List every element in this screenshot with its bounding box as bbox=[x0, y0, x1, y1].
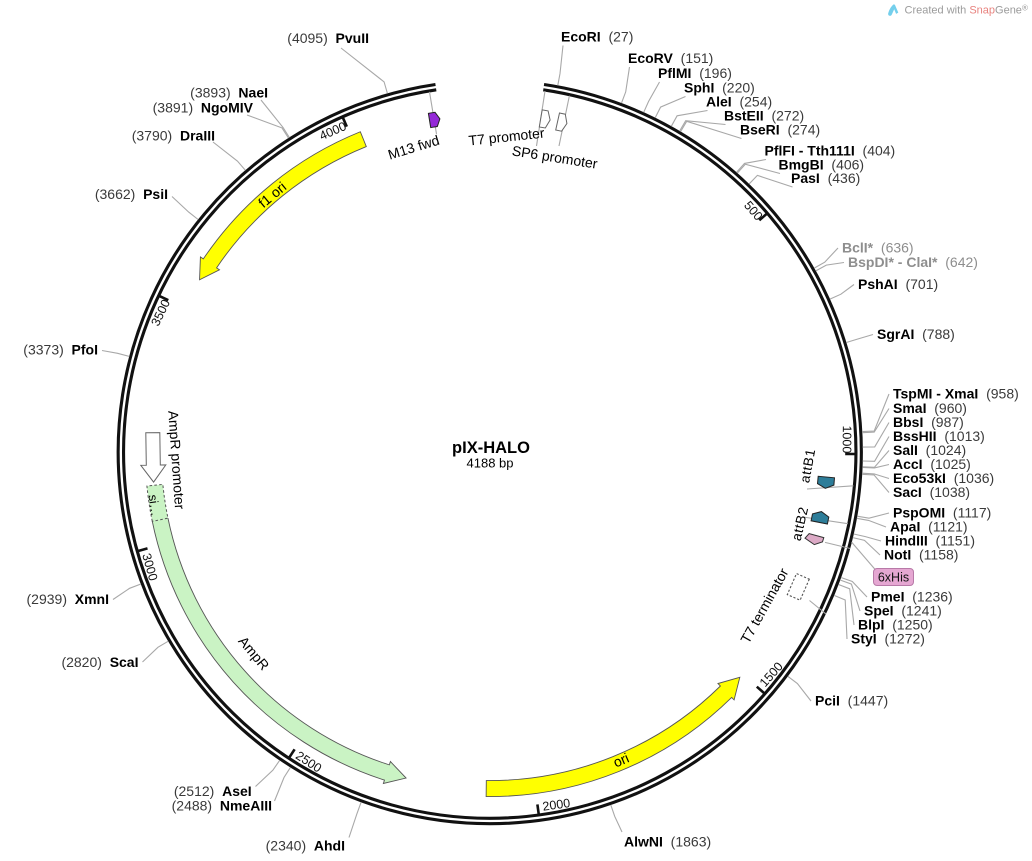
svg-text:PasI (436): PasI (436) bbox=[791, 170, 860, 186]
svg-text:PflMI (196): PflMI (196) bbox=[658, 65, 732, 81]
svg-text:4188 bp: 4188 bp bbox=[467, 456, 514, 471]
svg-text:Created with SnapGene®: Created with SnapGene® bbox=[905, 4, 1028, 17]
svg-text:AlwNI (1863): AlwNI (1863) bbox=[624, 833, 711, 849]
svg-text:1000: 1000 bbox=[840, 425, 854, 453]
svg-text:6xHis: 6xHis bbox=[878, 571, 909, 585]
svg-text:(3893) NaeI: (3893) NaeI bbox=[190, 84, 268, 100]
svg-text:AmpR promoter: AmpR promoter bbox=[165, 410, 188, 510]
svg-text:si…: si… bbox=[146, 494, 163, 517]
svg-text:(2512) AseI: (2512) AseI bbox=[174, 783, 252, 799]
svg-text:PshAI (701): PshAI (701) bbox=[858, 276, 938, 292]
svg-text:TspMI - XmaI (958): TspMI - XmaI (958) bbox=[893, 386, 1019, 402]
svg-text:Eco53kI (1036): Eco53kI (1036) bbox=[893, 470, 994, 486]
svg-text:(2820) ScaI: (2820) ScaI bbox=[61, 654, 138, 670]
svg-text:attB1: attB1 bbox=[797, 447, 818, 484]
svg-text:3500: 3500 bbox=[148, 297, 173, 328]
svg-text:SgrAI (788): SgrAI (788) bbox=[877, 326, 955, 342]
svg-text:EcoRI (27): EcoRI (27) bbox=[561, 29, 633, 45]
svg-text:(3891) NgoMIV: (3891) NgoMIV bbox=[153, 100, 254, 116]
svg-text:HindIII (1151): HindIII (1151) bbox=[885, 533, 975, 549]
svg-text:AccI (1025): AccI (1025) bbox=[893, 456, 971, 472]
svg-text:SphI (220): SphI (220) bbox=[684, 80, 755, 96]
svg-text:BlpI (1250): BlpI (1250) bbox=[858, 617, 933, 633]
svg-text:BbsI (987): BbsI (987) bbox=[893, 414, 964, 430]
svg-text:ori: ori bbox=[611, 750, 632, 771]
svg-text:PspOMI (1117): PspOMI (1117) bbox=[893, 505, 991, 521]
svg-text:(2939) XmnI: (2939) XmnI bbox=[27, 591, 109, 607]
svg-text:PflFI - Tth111I (404): PflFI - Tth111I (404) bbox=[765, 143, 896, 159]
svg-text:SP6 promoter: SP6 promoter bbox=[511, 142, 599, 171]
svg-text:BstEII (272): BstEII (272) bbox=[724, 108, 804, 124]
svg-text:SalI (1024): SalI (1024) bbox=[893, 442, 966, 458]
svg-text:T7 terminator: T7 terminator bbox=[737, 565, 792, 646]
svg-text:SmaI (960): SmaI (960) bbox=[893, 400, 967, 416]
svg-text:BspDI* - ClaI* (642): BspDI* - ClaI* (642) bbox=[848, 254, 978, 270]
svg-text:StyI (1272): StyI (1272) bbox=[851, 631, 925, 647]
svg-text:AleI (254): AleI (254) bbox=[706, 94, 772, 110]
svg-text:(3373) PfoI: (3373) PfoI bbox=[23, 342, 98, 358]
svg-text:(2488) NmeAIII: (2488) NmeAIII bbox=[172, 798, 272, 814]
svg-text:pIX-HALO: pIX-HALO bbox=[452, 439, 530, 457]
svg-text:T7 promoter: T7 promoter bbox=[468, 125, 546, 149]
svg-text:M13 fwd: M13 fwd bbox=[386, 132, 441, 163]
svg-text:PciI (1447): PciI (1447) bbox=[815, 693, 888, 709]
svg-text:BseRI (274): BseRI (274) bbox=[740, 122, 820, 138]
svg-text:2000: 2000 bbox=[542, 796, 571, 814]
svg-text:(3790) DraIII: (3790) DraIII bbox=[132, 127, 215, 143]
svg-text:BssHII (1013): BssHII (1013) bbox=[893, 428, 985, 444]
svg-text:PmeI (1236): PmeI (1236) bbox=[871, 589, 953, 605]
svg-text:SacI (1038): SacI (1038) bbox=[893, 484, 970, 500]
svg-text:(3662) PsiI: (3662) PsiI bbox=[95, 186, 168, 202]
svg-text:BmgBI (406): BmgBI (406) bbox=[779, 157, 865, 173]
svg-text:(2340) AhdI: (2340) AhdI bbox=[266, 838, 345, 854]
svg-text:BclI* (636): BclI* (636) bbox=[842, 240, 914, 256]
svg-text:EcoRV (151): EcoRV (151) bbox=[628, 50, 713, 66]
svg-text:SpeI (1241): SpeI (1241) bbox=[864, 603, 942, 619]
svg-text:ApaI (1121): ApaI (1121) bbox=[890, 519, 968, 535]
svg-text:(4095) PvuII: (4095) PvuII bbox=[287, 30, 369, 46]
svg-text:NotI (1158): NotI (1158) bbox=[884, 547, 958, 563]
